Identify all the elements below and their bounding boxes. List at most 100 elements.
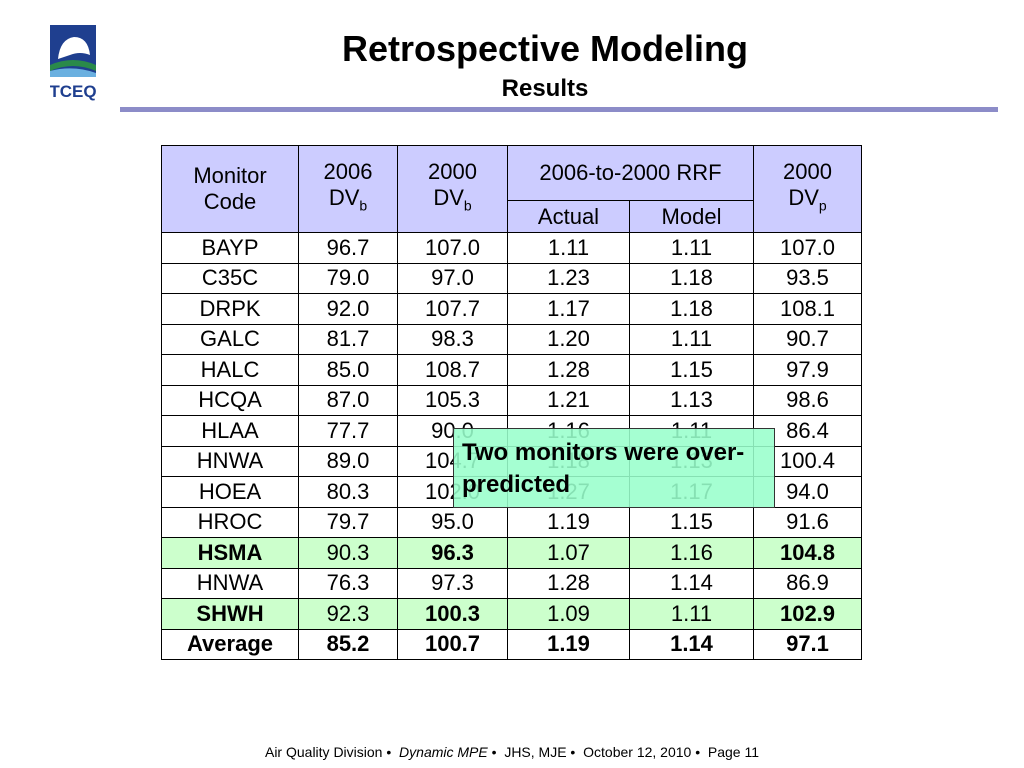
table-cell: HNWA [161, 567, 299, 599]
logo: TCEQ [50, 25, 96, 101]
table-cell: 1.16 [629, 537, 754, 569]
table-cell: 97.1 [753, 628, 862, 660]
table-cell: 92.3 [298, 598, 398, 630]
table-cell: 85.0 [298, 354, 398, 386]
footer-text: Air Quality Division [264, 744, 383, 760]
header-text: 2000 [428, 159, 477, 185]
table-cell: 97.0 [397, 262, 508, 294]
table-cell: 86.9 [753, 567, 862, 599]
table-cell: 1.09 [507, 598, 630, 630]
table-cell: HCQA [161, 384, 299, 416]
table-cell: HSMA [161, 537, 299, 569]
logo-text: TCEQ [50, 82, 96, 101]
table-cell: 79.0 [298, 262, 398, 294]
table-cell: 1.18 [629, 293, 754, 325]
table-cell: 1.14 [629, 567, 754, 599]
table-cell: DRPK [161, 293, 299, 325]
header-text: DV [328, 185, 360, 211]
callout: Two monitors were over-predicted [453, 428, 775, 508]
table-cell: 1.13 [629, 384, 754, 416]
header-cell: Monitor Code [161, 145, 299, 233]
table-cell: 81.7 [298, 323, 398, 355]
table-cell: 1.18 [629, 262, 754, 294]
table-row: BAYP 96.7 107.0 1.11 1.11 107.0 [161, 232, 862, 264]
table-cell: 89.0 [298, 445, 398, 477]
header-cell: 2006-to-2000 RRF [507, 145, 754, 201]
header-text: DV [433, 185, 464, 211]
header-cell: Actual [507, 200, 630, 233]
table-cell: 1.28 [507, 567, 630, 599]
table-cell: 96.3 [397, 537, 508, 569]
footer-text: Dynamic MPE [399, 744, 488, 760]
footer: Air Quality Division • Dynamic MPE • JHS… [264, 744, 760, 760]
title: Retrospective Modeling [341, 28, 749, 69]
table-cell: 97.9 [753, 354, 862, 386]
table-cell: C35C [161, 262, 299, 294]
title-rule [120, 107, 998, 112]
table-cell: 77.7 [298, 415, 398, 447]
table-cell: HLAA [161, 415, 299, 447]
table-cell: 1.21 [507, 384, 630, 416]
table-row: SHWH 92.3 100.3 1.09 1.11 102.9 [161, 598, 862, 630]
table-cell: 91.6 [753, 506, 862, 538]
table-row: HALC 85.0 108.7 1.28 1.15 97.9 [161, 354, 862, 386]
table-cell: 80.3 [298, 476, 398, 508]
table-cell: 1.15 [629, 354, 754, 386]
table-cell: 98.3 [397, 323, 508, 355]
table-cell: 95.0 [397, 506, 508, 538]
results-table: Monitor Code 2006 DVb 2000 DVb 2006-to-200… [161, 145, 862, 660]
table-row: DRPK 92.0 107.7 1.17 1.18 108.1 [161, 293, 862, 325]
table-cell: 1.11 [629, 323, 754, 355]
table-cell: 90.7 [753, 323, 862, 355]
table-cell: 1.14 [629, 628, 754, 660]
table-cell: 107.0 [397, 232, 508, 264]
table-row: GALC 81.7 98.3 1.20 1.11 90.7 [161, 323, 862, 355]
table-row: HCQA 87.0 105.3 1.21 1.13 98.6 [161, 384, 862, 416]
table-cell: BAYP [161, 232, 299, 264]
table-cell: HOEA [161, 476, 299, 508]
table-cell: 1.28 [507, 354, 630, 386]
header-cell: Model [629, 200, 754, 233]
subtitle: Results [501, 75, 589, 102]
table-row: HSMA 90.3 96.3 1.07 1.16 104.8 [161, 537, 862, 569]
table-cell: 1.19 [507, 628, 630, 660]
table-cell: 108.7 [397, 354, 508, 386]
header-text: DV [788, 185, 819, 211]
table-cell: SHWH [161, 598, 299, 630]
table-cell: 107.7 [397, 293, 508, 325]
table-cell: 76.3 [298, 567, 398, 599]
table-cell: 105.3 [397, 384, 508, 416]
footer-text: October 12, 2010 [583, 744, 692, 760]
header-cell: 2006 DVb [298, 145, 398, 233]
table-cell: 87.0 [298, 384, 398, 416]
table-body: BAYP 96.7 107.0 1.11 1.11 107.0 C35C 79.0 97.0 1.… [161, 232, 862, 660]
table-cell: 1.17 [507, 293, 630, 325]
header-text: 2000 [783, 159, 832, 185]
header-sub: b [463, 197, 472, 214]
header-cell: 2000 DVp [753, 145, 862, 233]
table-cell: 85.2 [298, 628, 398, 660]
table-row: C35C 79.0 97.0 1.23 1.18 93.5 [161, 262, 862, 294]
header-cell: 2000 DVb [397, 145, 508, 233]
table-cell: GALC [161, 323, 299, 355]
table-cell: 92.0 [298, 293, 398, 325]
footer-text: Page 11 [707, 744, 760, 760]
table-cell: 97.3 [397, 567, 508, 599]
header-sub: b [359, 197, 368, 214]
table-cell: 79.7 [298, 506, 398, 538]
footer-text: JHS, MJE [504, 744, 567, 760]
table-cell: 1.20 [507, 323, 630, 355]
header-text: 2006 [323, 159, 373, 185]
table-cell: 96.7 [298, 232, 398, 264]
table-cell: 102.9 [753, 598, 862, 630]
table-cell: 98.6 [753, 384, 862, 416]
table-cell: 108.1 [753, 293, 862, 325]
table-cell: HROC [161, 506, 299, 538]
header-text: Monitor Code [193, 163, 267, 214]
table-cell: 1.11 [629, 232, 754, 264]
table-cell: 100.7 [397, 628, 508, 660]
table-cell: 1.07 [507, 537, 630, 569]
table-cell: HNWA [161, 445, 299, 477]
table-cell: 107.0 [753, 232, 862, 264]
